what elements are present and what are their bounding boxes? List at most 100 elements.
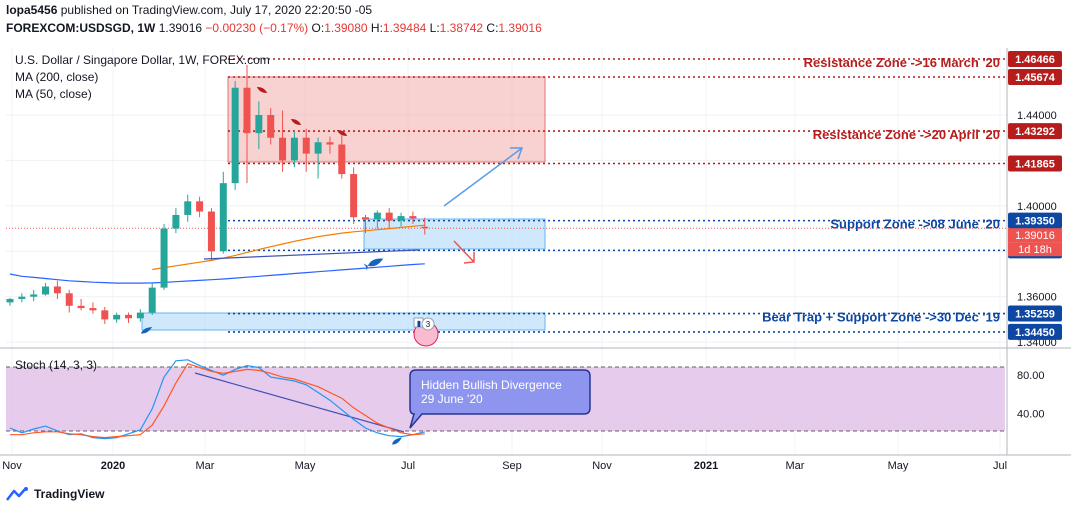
event-marker-icon: ▮ 3 — [413, 317, 439, 347]
zone-price-badge — [1008, 212, 1062, 229]
price-tick-label: 1.40000 — [1017, 201, 1057, 213]
time-tick-label: Nov — [2, 460, 22, 472]
zone-price-label: 1.43292 — [1015, 126, 1055, 138]
candle-body — [409, 216, 417, 219]
price-change: −0.00230 (−0.17%) — [205, 21, 309, 35]
price-tick-label: 1.34000 — [1017, 337, 1057, 349]
zone-label: Support Zone ->08 June '20 — [830, 217, 1000, 232]
candle-body — [65, 293, 73, 306]
last-price: 1.39016 — [158, 21, 203, 35]
candle-body — [30, 294, 38, 297]
close-value: 1.39016 — [498, 21, 542, 35]
candle-body — [125, 314, 132, 319]
zone-price-badge — [1008, 123, 1062, 140]
annotation-line1: Hidden Bullish Divergence — [421, 378, 562, 392]
price-tick-label: 1.36000 — [1017, 292, 1057, 304]
zone-price-label: 1.35259 — [1015, 309, 1055, 321]
ma50-label: MA (50, close) — [15, 87, 92, 101]
time-tick-label: May — [295, 460, 316, 472]
close-label: C: — [486, 21, 499, 35]
symbol-name: FOREXCOM:USDSGD, 1W — [6, 21, 156, 35]
support-zone-box — [363, 218, 546, 250]
projection-up-arrowhead — [510, 147, 524, 160]
rocket-icon-small — [140, 327, 153, 334]
candle-body — [326, 142, 334, 145]
projection-down-arrow — [453, 240, 475, 263]
candle-body — [6, 298, 14, 303]
candle-body — [255, 115, 263, 134]
stochastic-lines: 80.00 40.00 — [9, 359, 1045, 440]
zone-price-badge — [1008, 305, 1062, 322]
candle-body — [53, 286, 61, 294]
candle-body — [160, 228, 168, 288]
stoch-label: Stoch (14, 3, 3) — [15, 358, 97, 372]
candle-body — [196, 201, 204, 212]
zone-label: Bear Trap + Support Zone ->30 Dec '19 — [762, 310, 1000, 325]
candle-body — [338, 144, 346, 175]
stoch-d-line — [10, 362, 425, 439]
candle-body — [18, 296, 26, 299]
candle-body — [231, 87, 239, 184]
resistance-zone-box — [227, 76, 546, 163]
tradingview-logo-icon — [6, 487, 28, 501]
zone-price-label: 1.46466 — [1015, 54, 1055, 66]
candle-body — [136, 312, 144, 319]
time-tick-label: 2021 — [694, 460, 718, 472]
candle-body — [172, 214, 180, 229]
candle-body — [302, 137, 310, 154]
time-tick-label: May — [888, 460, 909, 472]
ma50-line — [152, 224, 425, 271]
candle-body — [113, 314, 121, 320]
rocket-icon — [363, 258, 384, 271]
time-tick-label: Jul — [993, 460, 1007, 472]
candle-body — [385, 212, 393, 221]
symbol-info: FOREXCOM:USDSGD, 1W 1.39016 −0.00230 (−0… — [6, 21, 542, 35]
level-lines: Resistance Zone ->16 March '20 Resistance… — [6, 55, 1007, 333]
price-tick-label: 1.44000 — [1017, 110, 1057, 122]
zone-price-badge — [1008, 68, 1062, 85]
bird-down-icon-1 — [256, 86, 268, 94]
tradingview-brand: TradingView — [34, 487, 105, 501]
high-value: 1.39484 — [382, 21, 427, 35]
bird-down-icon-2 — [290, 118, 302, 126]
time-tick-label: 2020 — [101, 460, 125, 472]
price-labels: 1.464661.456741.432921.418651.393501.380… — [1008, 51, 1062, 340]
stoch-tick-label: 80.00 — [1017, 370, 1045, 382]
divergence-line — [194, 372, 405, 433]
zone-price-label: 1.39350 — [1015, 216, 1055, 228]
annotation-line2: 29 June '20 — [421, 392, 483, 406]
countdown-badge — [1008, 242, 1062, 257]
zone-label: Resistance Zone ->16 March '20 — [804, 55, 1000, 70]
zone-price-badge — [1008, 323, 1062, 340]
zone-price-label: 1.41865 — [1015, 159, 1055, 171]
candle-body — [397, 216, 405, 221]
time-tick-label: Mar — [786, 460, 805, 472]
candle-body — [362, 217, 369, 220]
candles — [6, 65, 429, 324]
zone-price-label: 1.45674 — [1015, 72, 1056, 84]
open-value: 1.39080 — [324, 21, 368, 35]
event-marker-count: 3 — [426, 320, 431, 329]
low-label: L: — [429, 21, 440, 35]
projection-up-arrow — [443, 147, 523, 207]
tradingview-logo[interactable]: TradingView — [6, 487, 104, 501]
candle-body — [207, 211, 215, 252]
bear-trap-zone-box — [141, 312, 546, 331]
candle-body — [350, 174, 358, 218]
candle-body — [42, 286, 50, 295]
bird-down-icon-3 — [336, 129, 348, 137]
candle-body — [373, 212, 381, 220]
publisher-name: lopa5456 — [6, 3, 58, 17]
countdown-label: 1d 18h — [1018, 244, 1052, 256]
publish-text: published on TradingView.com, July 17, 2… — [60, 3, 373, 17]
zone-price-badge — [1008, 155, 1062, 172]
time-tick-label: Jul — [401, 460, 415, 472]
candle-body — [290, 137, 298, 161]
stoch-tick-label: 40.00 — [1017, 409, 1045, 421]
low-value: 1.38742 — [439, 21, 484, 35]
candle-body — [219, 183, 227, 252]
high-label: H: — [370, 21, 383, 35]
zone-price-label: 1.34450 — [1015, 327, 1055, 339]
candle-body — [421, 226, 429, 229]
